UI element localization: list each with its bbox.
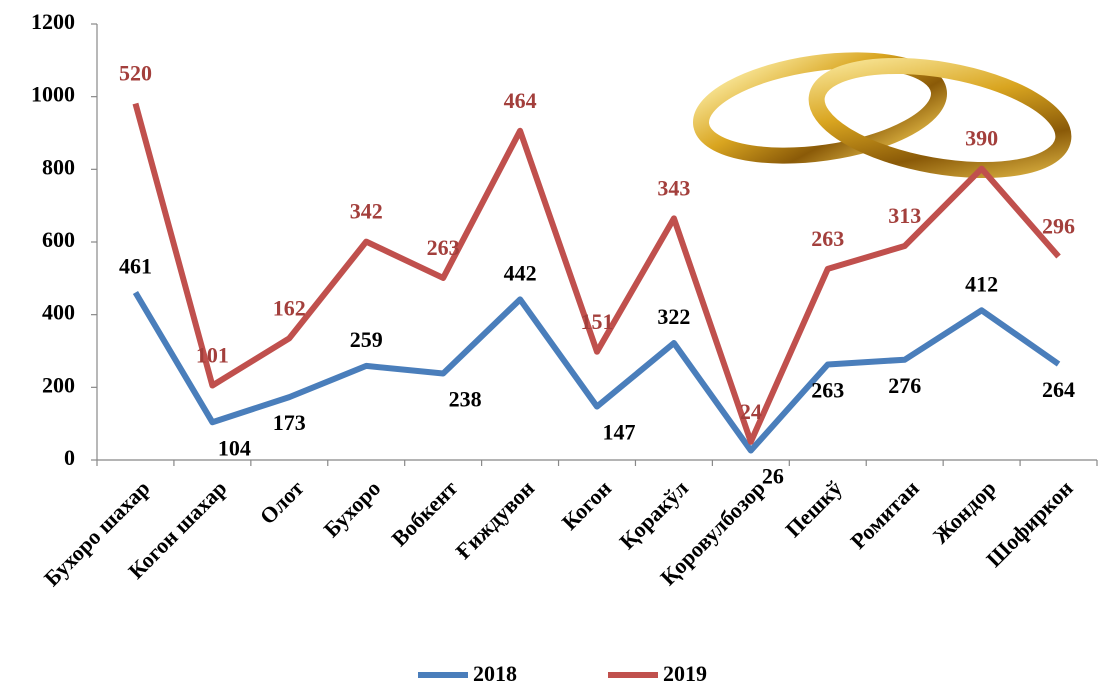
y-tick-label: 0 [64, 445, 75, 470]
data-label: 276 [888, 373, 921, 398]
y-tick-label: 200 [42, 372, 75, 397]
data-label: 464 [504, 88, 537, 113]
y-tick-label: 1000 [31, 82, 75, 107]
x-tick-label: Бухоро [319, 475, 386, 542]
data-label: 442 [504, 260, 537, 285]
data-label: 101 [196, 343, 229, 368]
x-tick-label: Қоракўл [614, 475, 693, 554]
data-label: 313 [888, 203, 921, 228]
x-tick-label: Ғиждувон [451, 475, 540, 564]
y-tick-label: 600 [42, 227, 75, 252]
data-label: 412 [965, 271, 998, 296]
rings-image [693, 52, 1072, 179]
data-label: 322 [657, 304, 690, 329]
data-label: 342 [350, 199, 383, 224]
x-tick-label: Когон [557, 475, 617, 535]
data-label: 263 [427, 235, 460, 260]
data-label: 343 [657, 175, 690, 200]
data-label: 173 [273, 410, 306, 435]
line [132, 290, 1061, 454]
data-label: 147 [603, 420, 636, 445]
data-label: 264 [1042, 377, 1075, 402]
data-label: 263 [811, 377, 844, 402]
data-label: 151 [581, 309, 614, 334]
data-label: 259 [350, 327, 383, 352]
legend-label: 2019 [663, 661, 707, 686]
x-tick-label: Жондор [928, 475, 1001, 548]
x-tick-label: Вобкент [387, 475, 463, 551]
x-tick-label: Ромитан [845, 475, 924, 554]
data-label: 24 [740, 399, 762, 424]
data-label: 263 [811, 226, 844, 251]
data-label: 238 [449, 387, 482, 412]
data-label: 104 [218, 435, 251, 460]
legend-label: 2018 [473, 661, 517, 686]
y-tick-label: 1200 [31, 9, 75, 34]
data-label: 461 [119, 254, 152, 279]
line [132, 102, 1061, 445]
data-label: 26 [762, 464, 784, 489]
y-tick-label: 800 [42, 154, 75, 179]
x-tick-label: Олот [255, 475, 309, 529]
data-label: 162 [273, 295, 306, 320]
y-tick-label: 400 [42, 300, 75, 325]
data-label: 520 [119, 61, 152, 86]
x-tick-label: Пешкў [780, 475, 847, 542]
data-label: 296 [1042, 214, 1075, 239]
data-label: 390 [965, 126, 998, 151]
